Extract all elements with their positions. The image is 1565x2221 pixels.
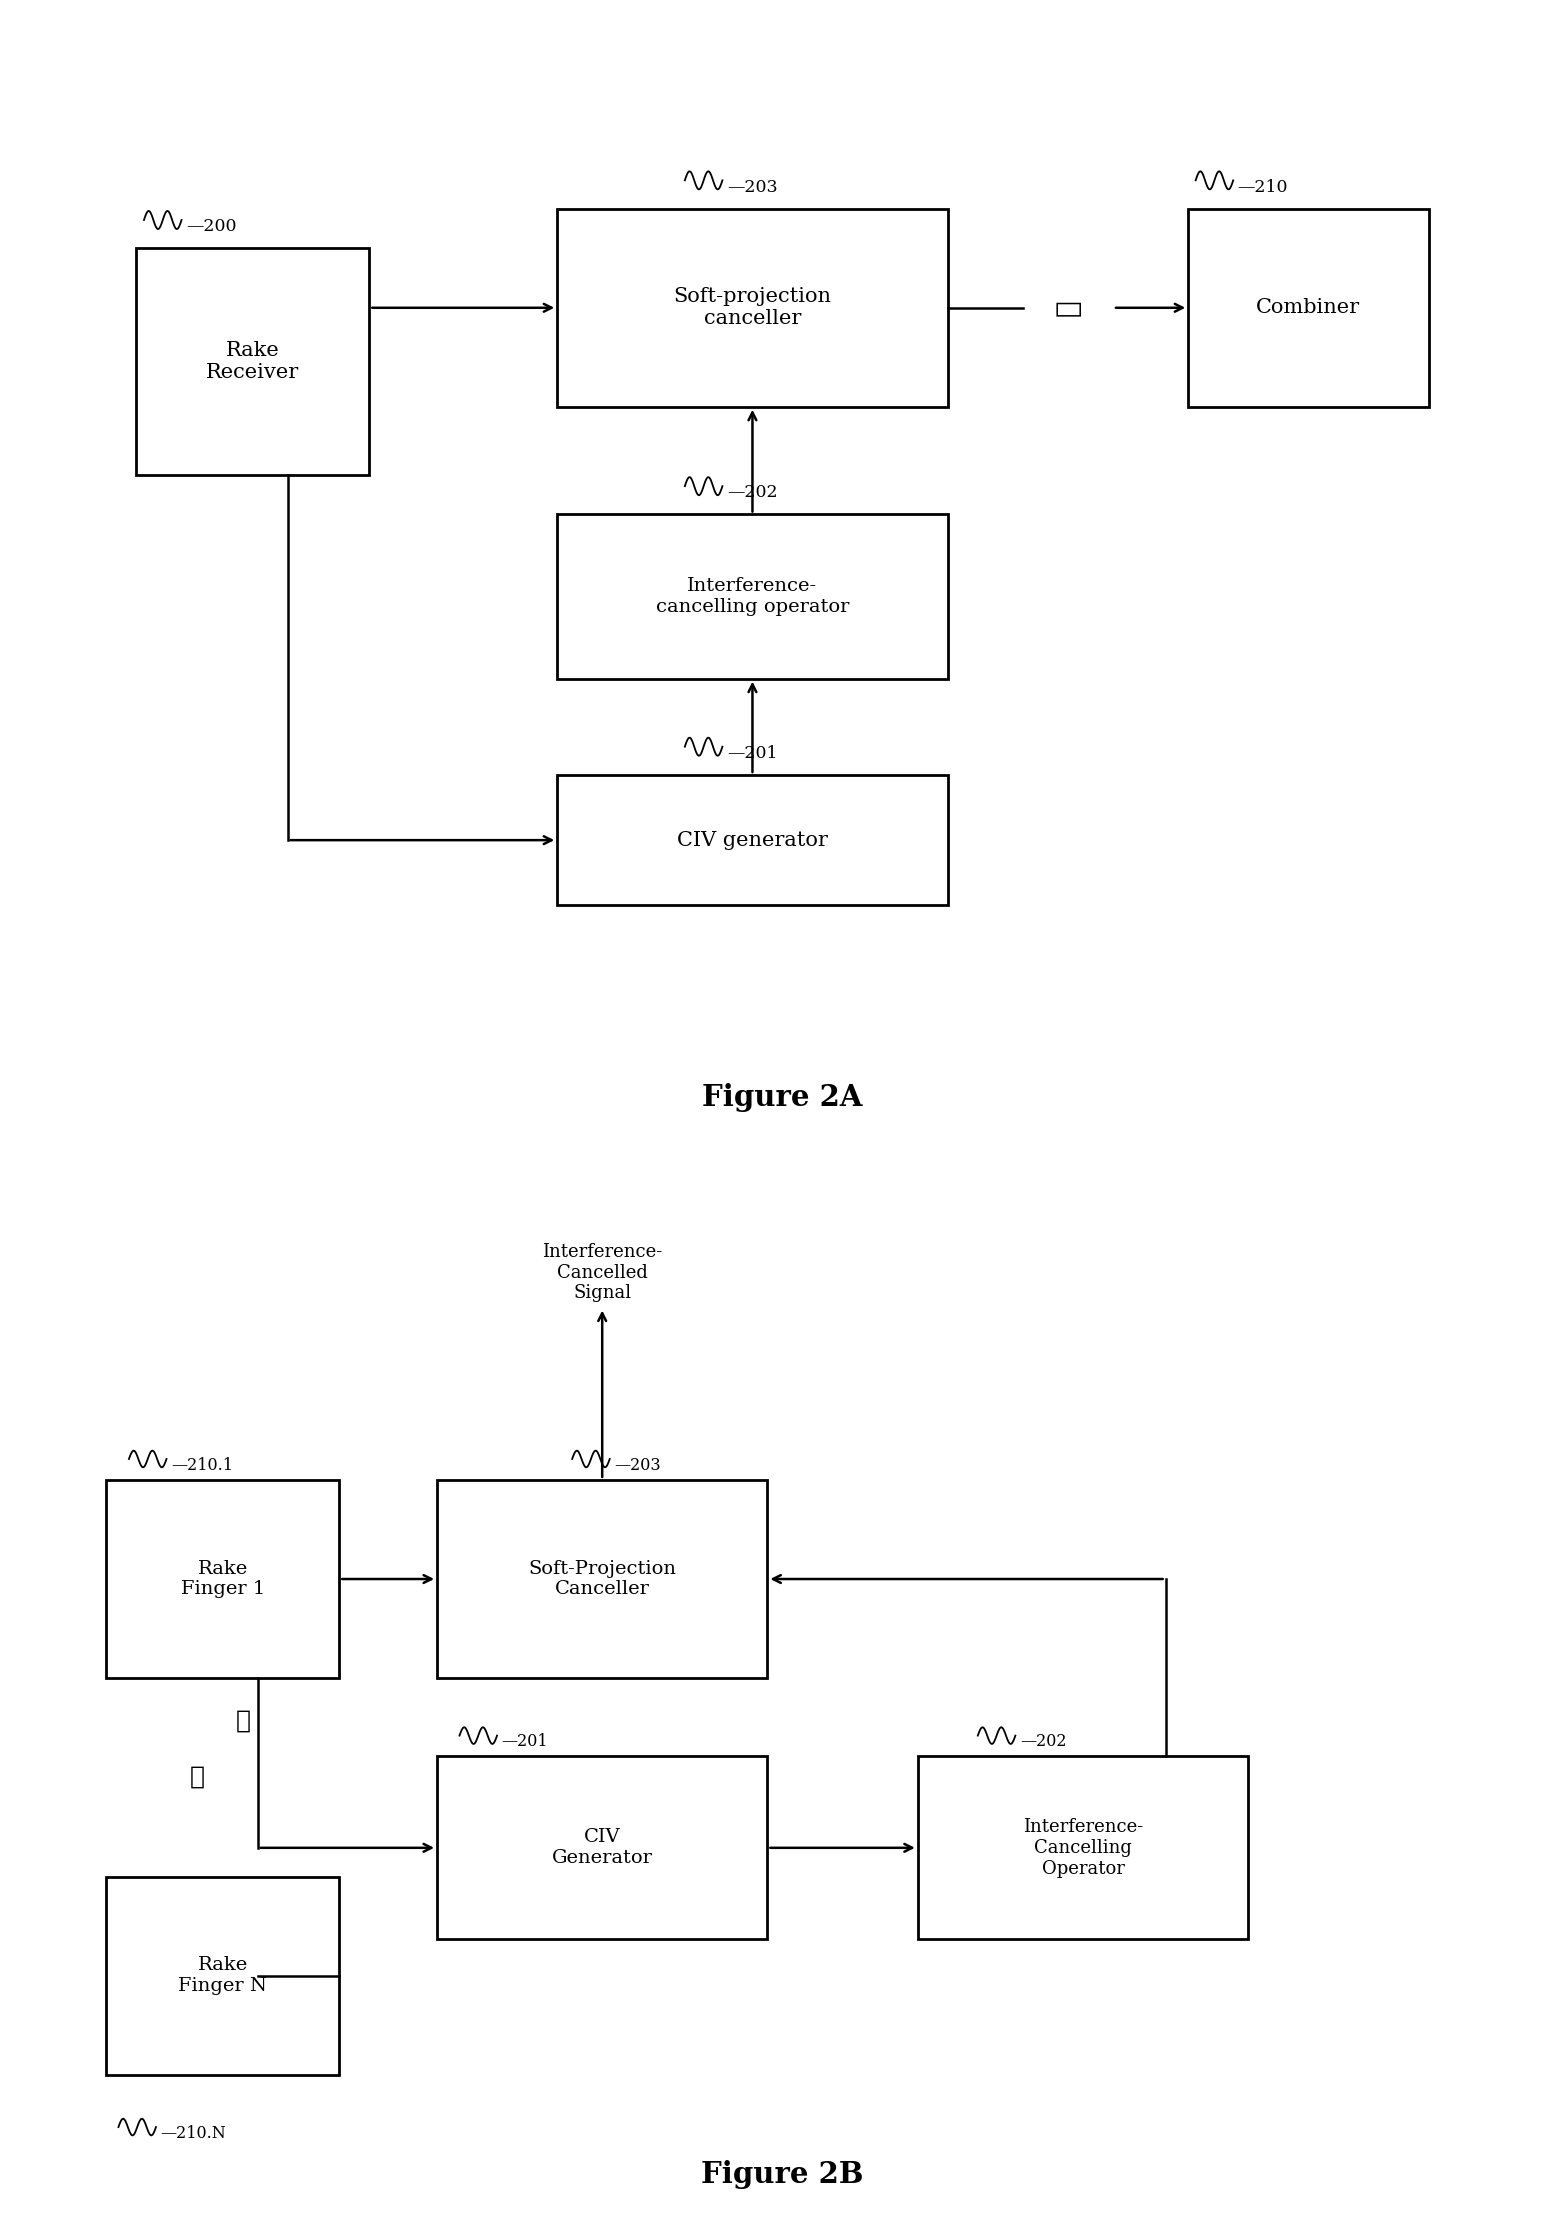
Text: —203: —203 <box>613 1457 660 1475</box>
Text: ⋮: ⋮ <box>1055 300 1081 315</box>
Text: CIV
Generator: CIV Generator <box>552 1828 653 1868</box>
FancyBboxPatch shape <box>136 249 369 475</box>
Text: Interference-
cancelling operator: Interference- cancelling operator <box>656 577 850 615</box>
Text: Figure 2B: Figure 2B <box>701 2159 864 2188</box>
Text: —202: —202 <box>726 484 778 502</box>
Text: —210.N: —210.N <box>161 2125 227 2141</box>
FancyBboxPatch shape <box>106 1877 340 2074</box>
Text: Rake
Finger 1: Rake Finger 1 <box>180 1559 264 1599</box>
FancyBboxPatch shape <box>917 1757 1249 1939</box>
FancyBboxPatch shape <box>106 1479 340 1679</box>
Text: —210.1: —210.1 <box>171 1457 233 1475</box>
Text: —202: —202 <box>1020 1732 1066 1750</box>
Text: —203: —203 <box>726 178 778 195</box>
FancyBboxPatch shape <box>437 1757 767 1939</box>
Text: —201: —201 <box>501 1732 548 1750</box>
FancyBboxPatch shape <box>1188 209 1429 406</box>
Text: —201: —201 <box>726 744 778 762</box>
Text: Soft-Projection
Canceller: Soft-Projection Canceller <box>529 1559 676 1599</box>
Text: Rake
Finger N: Rake Finger N <box>178 1957 268 1994</box>
FancyBboxPatch shape <box>557 515 948 680</box>
FancyBboxPatch shape <box>437 1479 767 1679</box>
Text: Rake
Receiver: Rake Receiver <box>207 342 299 382</box>
FancyBboxPatch shape <box>557 209 948 406</box>
Text: Soft-projection
canceller: Soft-projection canceller <box>673 287 831 329</box>
Text: —210: —210 <box>1238 178 1288 195</box>
Text: ⋮: ⋮ <box>191 1766 205 1788</box>
Text: —200: —200 <box>186 218 236 235</box>
Text: Interference-
Cancelled
Signal: Interference- Cancelled Signal <box>541 1244 662 1302</box>
Text: Combiner: Combiner <box>1257 298 1360 318</box>
Text: Interference-
Cancelling
Operator: Interference- Cancelling Operator <box>1024 1819 1142 1877</box>
Text: Figure 2A: Figure 2A <box>703 1084 862 1113</box>
Text: ⋮: ⋮ <box>235 1710 250 1732</box>
Text: CIV generator: CIV generator <box>678 831 828 851</box>
FancyBboxPatch shape <box>557 775 948 906</box>
